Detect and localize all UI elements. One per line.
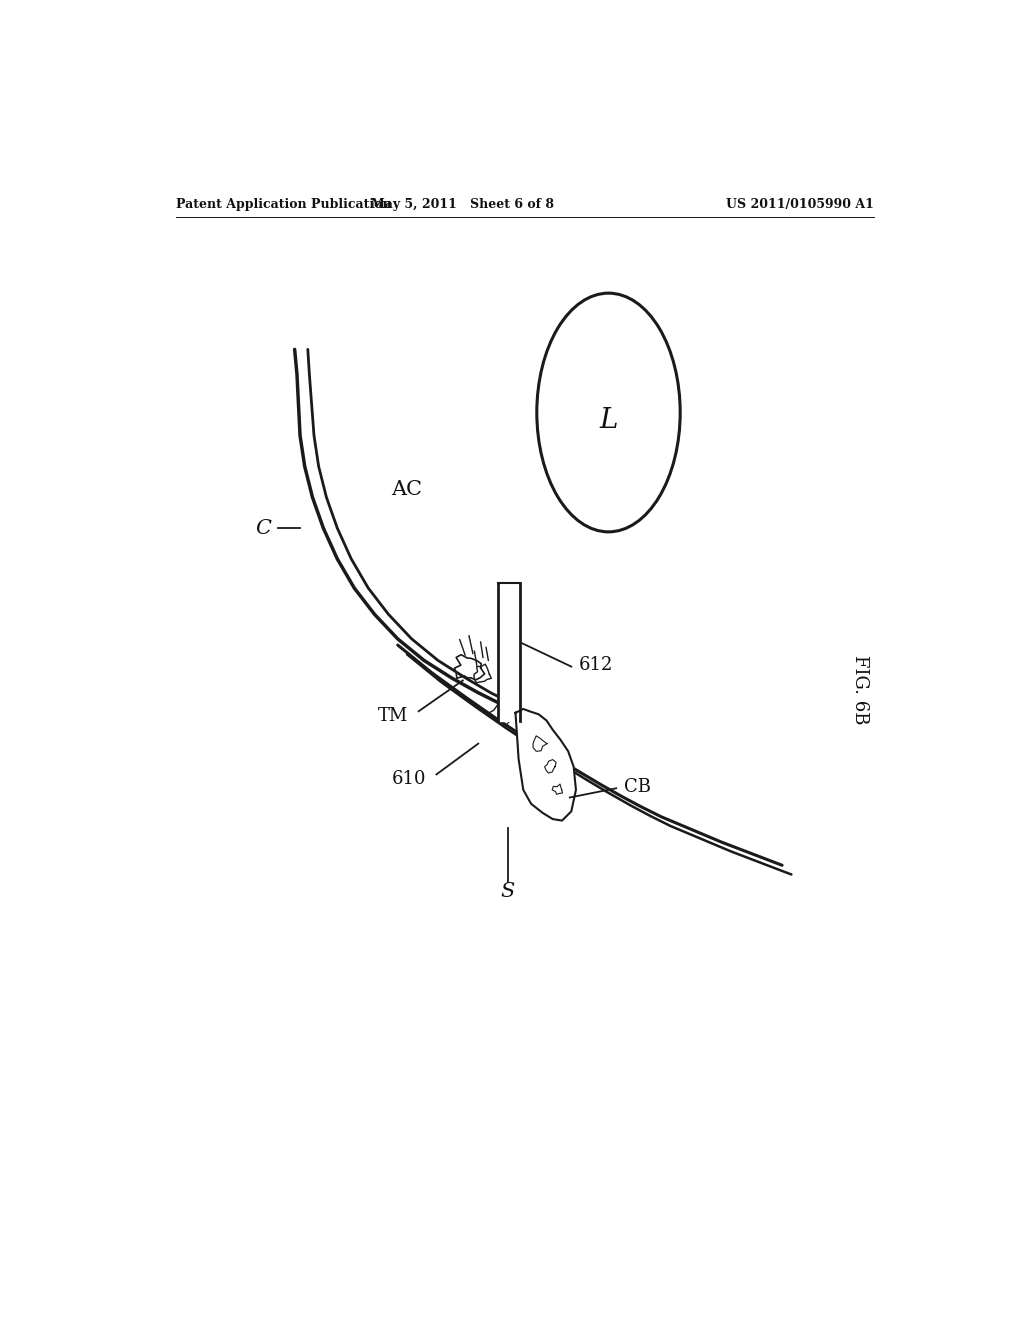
Text: 610: 610 (392, 770, 426, 788)
Text: AC: AC (391, 480, 423, 499)
Text: CB: CB (624, 777, 651, 796)
Text: S: S (501, 882, 515, 902)
Polygon shape (515, 709, 575, 821)
Text: US 2011/0105990 A1: US 2011/0105990 A1 (726, 198, 873, 211)
Text: Patent Application Publication: Patent Application Publication (176, 198, 391, 211)
Polygon shape (499, 583, 520, 721)
Text: C: C (255, 519, 271, 537)
Text: TM: TM (378, 708, 409, 725)
Text: 612: 612 (579, 656, 613, 675)
Text: L: L (599, 407, 617, 434)
Text: FIG. 6B: FIG. 6B (851, 655, 869, 725)
Text: May 5, 2011   Sheet 6 of 8: May 5, 2011 Sheet 6 of 8 (372, 198, 554, 211)
